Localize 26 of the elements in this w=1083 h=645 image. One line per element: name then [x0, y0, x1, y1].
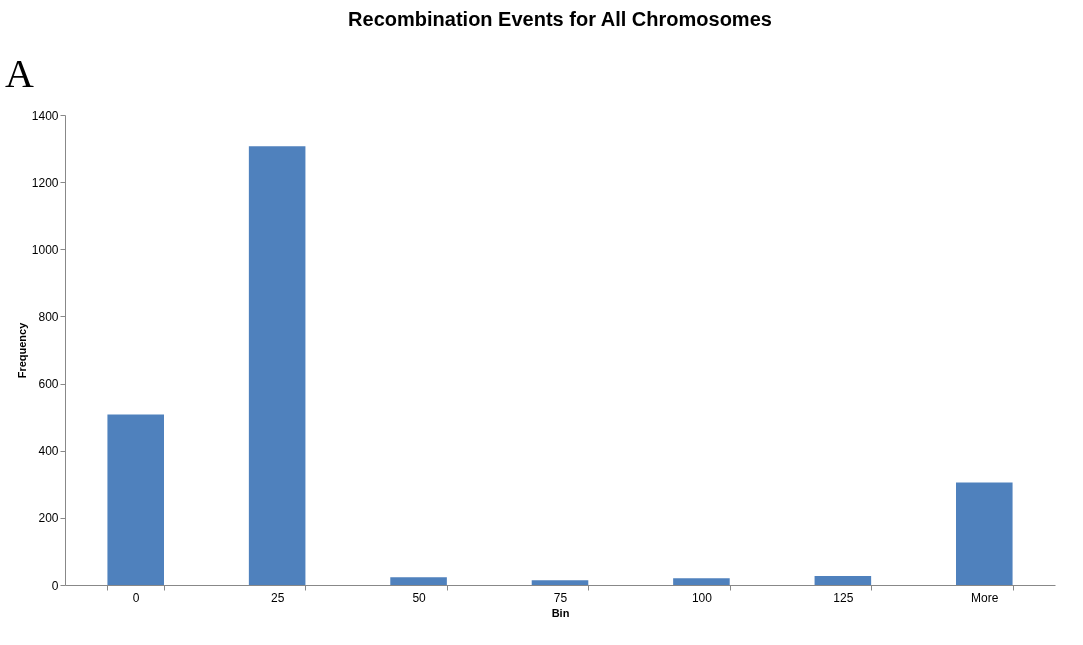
bar [531, 580, 589, 585]
bar [107, 414, 164, 585]
y-tick-label: 1200 [31, 175, 59, 190]
bar [814, 575, 872, 585]
x-tick-label: More [971, 590, 999, 605]
y-tick-label: 200 [38, 511, 59, 526]
x-tick-label: 75 [553, 590, 568, 605]
x-tick-label: 125 [833, 590, 854, 605]
y-axis-title: Frequency [15, 321, 28, 379]
text: A [5, 51, 34, 96]
bar [390, 577, 447, 585]
x-axis-title: Bin [551, 606, 570, 619]
x-tick-label: 100 [691, 590, 713, 605]
y-tick-label: 1000 [31, 242, 59, 257]
x-tick-label: 50 [412, 590, 427, 605]
y-tick-label: 400 [38, 444, 59, 459]
chart-title: Recombination Events for All Chromosomes [348, 8, 772, 30]
x-tick-label: 25 [270, 590, 285, 605]
y-tick-label: 800 [38, 309, 59, 324]
bar [673, 578, 730, 585]
x-tick-label: 0 [132, 590, 140, 605]
y-tick-label: 0 [51, 578, 59, 593]
bar [956, 482, 1013, 585]
y-tick-label: 600 [38, 377, 59, 392]
y-tick-label: 1400 [31, 108, 59, 123]
bar [248, 146, 306, 585]
